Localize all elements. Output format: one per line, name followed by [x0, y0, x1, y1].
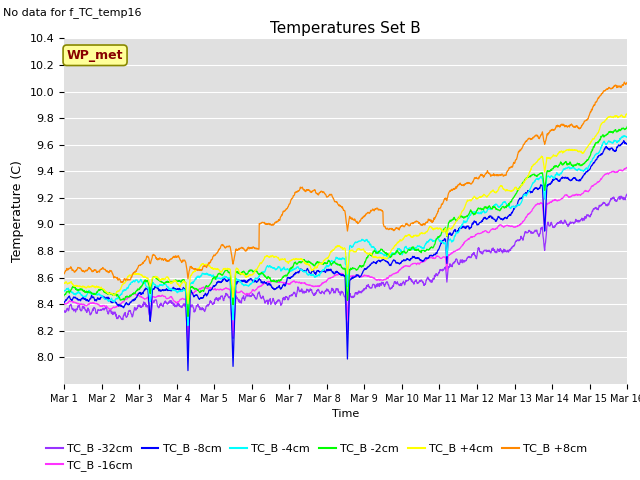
TC_B -8cm	[89, 295, 97, 300]
TC_B -8cm	[623, 140, 631, 146]
Y-axis label: Temperature (C): Temperature (C)	[11, 160, 24, 262]
Text: No data for f_TC_temp16: No data for f_TC_temp16	[3, 7, 141, 18]
TC_B -4cm	[607, 139, 615, 145]
TC_B -2cm	[184, 313, 192, 319]
TC_B -4cm	[504, 202, 511, 208]
TC_B -2cm	[319, 262, 327, 267]
TC_B -2cm	[60, 293, 68, 299]
TC_B +8cm	[621, 79, 628, 85]
Line: TC_B -16cm: TC_B -16cm	[64, 168, 627, 341]
TC_B +4cm	[334, 243, 342, 249]
Line: TC_B -2cm: TC_B -2cm	[64, 127, 627, 316]
TC_B +8cm	[89, 268, 97, 274]
TC_B -2cm	[607, 130, 614, 135]
TC_B +8cm	[60, 271, 68, 276]
TC_B -8cm	[607, 145, 614, 151]
TC_B -32cm	[89, 306, 97, 312]
TC_B -8cm	[319, 268, 327, 274]
TC_B +4cm	[89, 283, 97, 288]
TC_B -4cm	[620, 133, 628, 139]
TC_B -8cm	[60, 300, 68, 305]
Line: TC_B -4cm: TC_B -4cm	[64, 136, 627, 325]
X-axis label: Time: Time	[332, 409, 359, 419]
TC_B -16cm	[623, 165, 631, 170]
TC_B -32cm	[184, 346, 192, 352]
TC_B +8cm	[319, 189, 327, 195]
TC_B -16cm	[607, 169, 614, 175]
TC_B +4cm	[319, 259, 327, 265]
TC_B -2cm	[623, 124, 631, 130]
TC_B -2cm	[504, 203, 511, 209]
TC_B -16cm	[334, 272, 342, 277]
Line: TC_B -32cm: TC_B -32cm	[64, 194, 627, 349]
TC_B -8cm	[184, 368, 192, 373]
Title: Temperatures Set B: Temperatures Set B	[270, 21, 421, 36]
TC_B -8cm	[334, 270, 342, 276]
TC_B -4cm	[60, 288, 68, 294]
TC_B +8cm	[607, 85, 614, 91]
Line: TC_B +4cm: TC_B +4cm	[64, 114, 627, 303]
TC_B -4cm	[623, 134, 631, 140]
TC_B -32cm	[319, 289, 327, 295]
TC_B -4cm	[607, 139, 614, 144]
TC_B +4cm	[623, 111, 631, 117]
TC_B -8cm	[504, 214, 511, 219]
TC_B -8cm	[607, 145, 615, 151]
TC_B +4cm	[504, 188, 511, 193]
TC_B +8cm	[334, 202, 342, 207]
TC_B +4cm	[607, 114, 614, 120]
TC_B +8cm	[607, 86, 615, 92]
TC_B -2cm	[89, 291, 97, 297]
TC_B -32cm	[607, 196, 614, 202]
Text: WP_met: WP_met	[67, 49, 124, 62]
TC_B -4cm	[89, 290, 97, 296]
TC_B +8cm	[118, 280, 126, 286]
TC_B -16cm	[319, 280, 327, 286]
TC_B +4cm	[60, 280, 68, 286]
TC_B +4cm	[184, 300, 192, 306]
TC_B -4cm	[184, 323, 192, 328]
TC_B -32cm	[504, 247, 511, 253]
TC_B -16cm	[623, 165, 631, 170]
TC_B +8cm	[623, 80, 631, 85]
TC_B -16cm	[60, 300, 68, 306]
TC_B -32cm	[623, 191, 631, 197]
Legend: TC_B -32cm, TC_B -16cm, TC_B -8cm, TC_B -4cm, TC_B -2cm, TC_B +4cm, TC_B +8cm: TC_B -32cm, TC_B -16cm, TC_B -8cm, TC_B …	[42, 439, 591, 475]
TC_B -32cm	[334, 286, 342, 292]
TC_B -4cm	[319, 267, 327, 273]
TC_B +8cm	[504, 168, 511, 174]
TC_B -2cm	[334, 262, 342, 267]
TC_B -16cm	[607, 169, 615, 175]
TC_B -16cm	[89, 300, 97, 306]
TC_B +4cm	[607, 114, 615, 120]
TC_B -8cm	[620, 138, 628, 144]
TC_B -16cm	[504, 222, 511, 228]
TC_B -16cm	[184, 338, 192, 344]
TC_B -32cm	[60, 308, 68, 313]
TC_B -2cm	[607, 130, 615, 135]
TC_B -32cm	[607, 196, 615, 202]
TC_B -4cm	[334, 256, 342, 262]
Line: TC_B +8cm: TC_B +8cm	[64, 82, 627, 283]
Line: TC_B -8cm: TC_B -8cm	[64, 141, 627, 371]
